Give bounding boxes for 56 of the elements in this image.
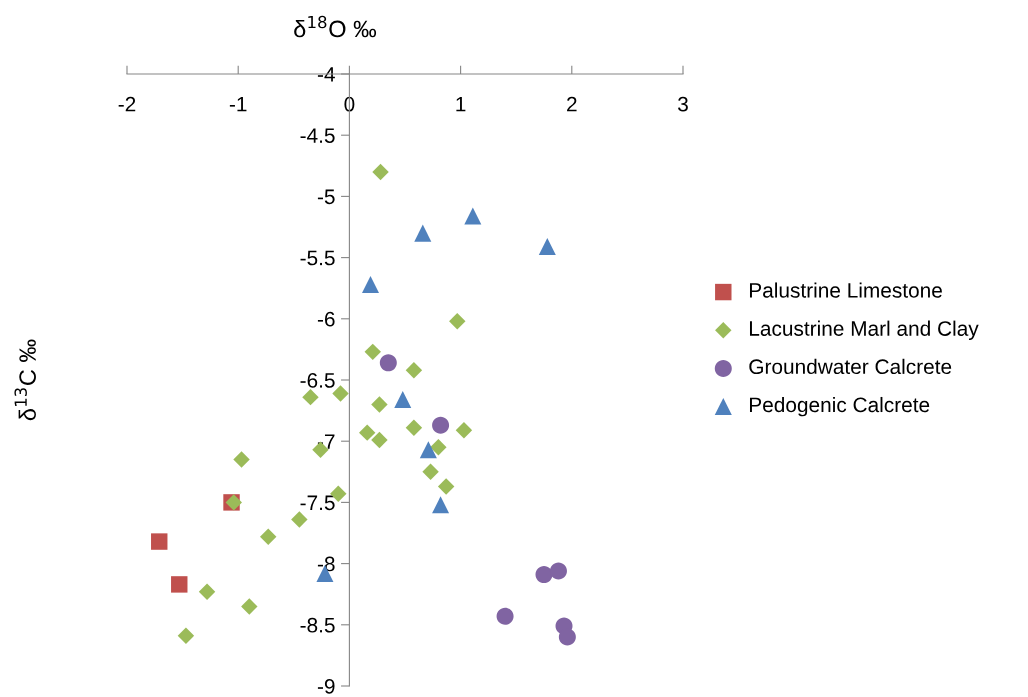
point (198, 583, 216, 600)
y-tick-label: -5.5 (300, 250, 335, 266)
point (405, 361, 423, 379)
point (291, 511, 308, 528)
point (535, 566, 553, 584)
point (394, 391, 412, 409)
point (538, 238, 556, 256)
point (430, 439, 447, 456)
point (358, 424, 376, 441)
point (177, 627, 195, 645)
x-tick-label: 2 (567, 96, 577, 112)
y-tick-label: -6 (317, 311, 335, 327)
point (171, 576, 188, 593)
x-tick-label: 3 (678, 96, 688, 112)
point (379, 354, 397, 372)
legend-label: Palustrine Limestone (750, 282, 942, 298)
x-tick-label: 1 (456, 97, 466, 112)
point (432, 416, 450, 434)
point (437, 478, 455, 495)
x-axis-title: δ$^{18}$O ‰ (294, 15, 377, 38)
point (432, 496, 450, 514)
point (549, 562, 567, 580)
point (302, 388, 319, 406)
legend-label: Lacustrine Marl and Clay (750, 320, 979, 341)
x-tick-label: -1 (229, 97, 247, 112)
legend-label: Pedogenic Calcrete (750, 396, 930, 417)
point (151, 533, 168, 550)
x-tick-label: -2 (118, 96, 136, 112)
point (449, 313, 466, 330)
point (241, 598, 258, 615)
y-tick-label: -4 (317, 67, 335, 82)
point (422, 463, 439, 481)
point (372, 163, 389, 181)
point (496, 607, 514, 625)
point (464, 207, 482, 225)
y-tick-label: -7.5 (300, 495, 335, 511)
y-tick-label: -6.5 (300, 373, 335, 388)
y-tick-label: -4.5 (300, 128, 335, 143)
point (364, 343, 381, 361)
y-axis-title: δ$^{13}$C ‰ (14, 339, 36, 421)
y-tick-label: -9 (317, 679, 335, 694)
point (558, 628, 576, 646)
y-tick-label: -8.5 (300, 617, 335, 633)
point (371, 396, 388, 413)
x-tick-label: 0 (344, 96, 355, 112)
point (414, 224, 432, 242)
point (233, 451, 250, 468)
point (419, 441, 437, 459)
point (260, 528, 277, 545)
y-tick-label: -5 (317, 189, 335, 205)
legend-label: Groundwater Calcrete (749, 358, 952, 375)
point (405, 419, 423, 436)
point (455, 421, 473, 439)
y-tick-label: -8 (317, 556, 335, 572)
point (362, 276, 380, 294)
point (371, 431, 388, 449)
